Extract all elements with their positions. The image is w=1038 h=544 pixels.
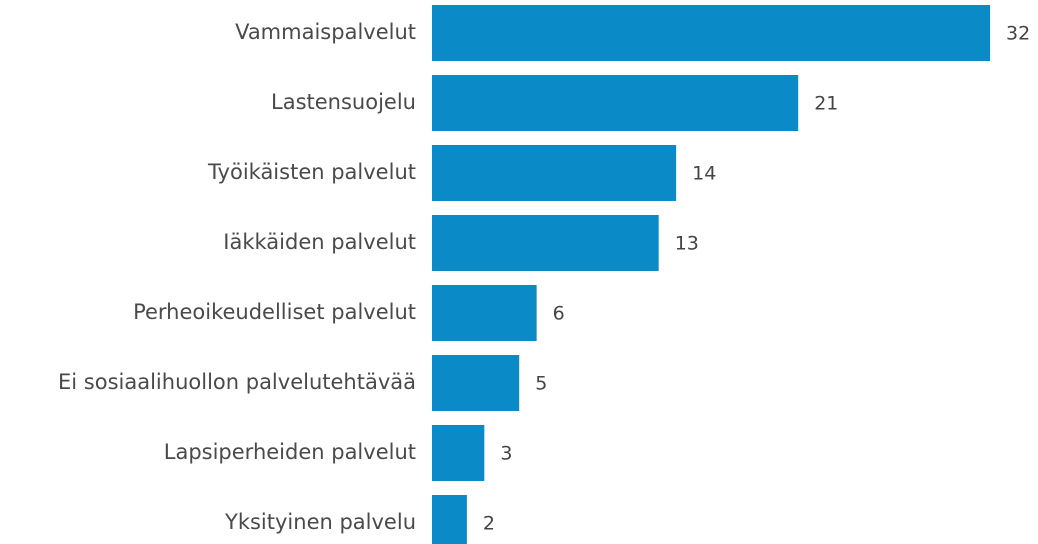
bar	[432, 285, 537, 341]
value-label: 32	[1006, 23, 1030, 45]
category-label: Työikäisten palvelut	[207, 160, 416, 184]
value-label: 6	[553, 303, 565, 325]
value-label: 13	[675, 233, 699, 255]
bar	[432, 145, 677, 201]
category-label: Perheoikeudelliset palvelut	[133, 300, 416, 324]
bar	[432, 75, 799, 131]
value-label: 2	[483, 513, 495, 535]
bar	[432, 355, 520, 411]
value-label: 21	[814, 93, 838, 115]
category-label: Vammaispalvelut	[235, 20, 416, 44]
value-label: 5	[535, 373, 547, 395]
value-label: 3	[500, 443, 512, 465]
bar	[432, 5, 990, 61]
category-label: Yksityinen palvelu	[224, 510, 416, 534]
bar	[432, 495, 467, 544]
category-label: Lastensuojelu	[271, 90, 416, 114]
category-label: Iäkkäiden palvelut	[223, 230, 416, 254]
value-label: 14	[692, 163, 716, 185]
bar	[432, 425, 485, 481]
bar	[432, 215, 659, 271]
category-label: Ei sosiaalihuollon palvelutehtävää	[58, 370, 416, 394]
category-label: Lapsiperheiden palvelut	[164, 440, 416, 464]
